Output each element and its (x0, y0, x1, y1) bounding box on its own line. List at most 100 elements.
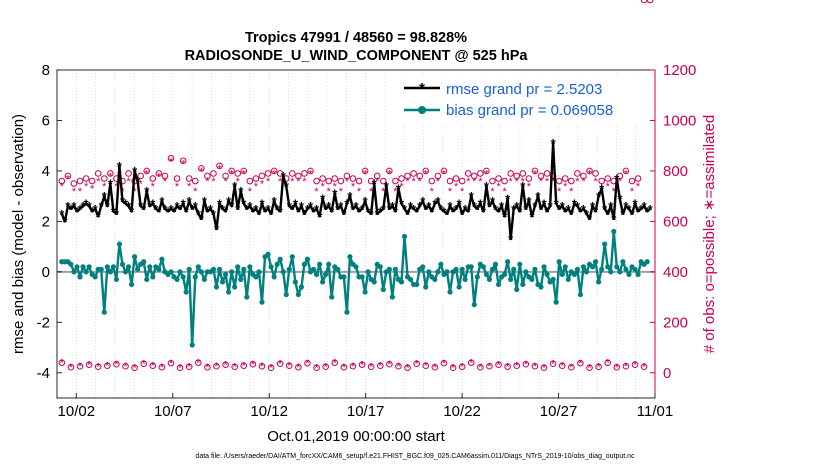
obs-possible-point (540, 364, 548, 372)
rmse-point: * (472, 199, 478, 214)
rmse-point: * (241, 197, 247, 212)
bias-point (147, 264, 153, 270)
obs-possible-point (531, 167, 539, 175)
bias-point (462, 276, 468, 283)
obs-assimilated-point: * (151, 361, 156, 373)
obs-assimilated-point: * (114, 359, 119, 371)
obs-assimilated-point: * (539, 176, 544, 188)
bias-point (544, 271, 550, 277)
bias-point (125, 264, 132, 270)
obs-possible-point (167, 359, 175, 367)
rmse-point: * (423, 202, 429, 217)
bias-point (599, 266, 605, 272)
obs-assimilated-point: * (345, 176, 350, 188)
obs-possible-point (586, 167, 593, 175)
obs-assimilated-point: * (436, 176, 441, 188)
bias-point (183, 289, 189, 295)
obs-possible-point (140, 360, 148, 367)
rmse-point: * (460, 207, 466, 222)
bias-point (226, 289, 232, 295)
obs-possible-point (467, 359, 475, 366)
bias-point (268, 264, 274, 270)
obs-possible-point (313, 364, 320, 372)
rmse-point: * (538, 202, 544, 217)
rmse-point: * (623, 199, 629, 214)
bias-point (219, 279, 226, 285)
obs-assimilated-point: * (399, 181, 404, 193)
obs-assimilated-point: * (612, 186, 617, 198)
rmse-point: * (156, 204, 162, 219)
rmse-point: * (369, 207, 375, 222)
obs-possible-point (428, 177, 436, 185)
obs-assimilated-point: * (60, 358, 65, 370)
rmse-point: * (569, 207, 575, 222)
bias-point (389, 294, 395, 300)
obs-possible-point (322, 363, 329, 371)
bias-point (444, 269, 450, 275)
rmse-point: * (350, 202, 356, 217)
obs-possible-point (531, 362, 539, 370)
bias-point (605, 264, 611, 270)
bias-point (577, 291, 584, 298)
obs-possible-point (561, 175, 569, 182)
rmse-point: * (396, 182, 402, 197)
obs-assimilated-point: * (278, 176, 283, 188)
bias-point (101, 309, 107, 315)
rmse-point: * (566, 202, 572, 217)
obs-possible-point (349, 362, 357, 370)
bias-point (180, 274, 186, 280)
rmse-point: * (150, 197, 156, 212)
rmse-point: * (620, 207, 626, 222)
obs-possible-point (464, 170, 472, 177)
rmse-point: * (232, 179, 238, 194)
bias-point (489, 266, 496, 272)
bias-point (559, 271, 565, 277)
obs-possible-point (558, 362, 566, 370)
obs-assimilated-point: * (251, 359, 256, 371)
rmse-point: * (545, 204, 551, 219)
obs-assimilated-point: * (105, 361, 110, 373)
obs-possible-point (85, 361, 93, 368)
obs-assimilated-point: * (496, 181, 501, 193)
obs-assimilated-point: * (357, 186, 362, 198)
bias-point (168, 269, 174, 275)
obs-possible-point (58, 359, 66, 366)
obs-assimilated-point: * (524, 359, 529, 371)
obs-possible-point (634, 175, 642, 182)
bias-point (365, 269, 371, 275)
obs-assimilated-point: * (578, 358, 583, 370)
obs-assimilated-point: * (521, 176, 526, 188)
rmse-point: * (511, 202, 517, 217)
obs-possible-point (104, 362, 111, 370)
rmse-point: * (502, 209, 508, 224)
bias-point (438, 261, 444, 267)
obs-assimilated-point: * (587, 168, 592, 180)
bias-point (323, 271, 329, 277)
bias-point (532, 266, 538, 272)
rmse-point: * (357, 204, 363, 219)
bias-point (283, 291, 289, 298)
obs-possible-point (161, 172, 169, 180)
bias-point (447, 289, 453, 295)
obs-assimilated-point: * (230, 168, 235, 180)
rmse-point: * (87, 199, 93, 214)
bias-point (156, 266, 162, 272)
obs-assimilated-point: * (84, 181, 89, 193)
y-left-tick-label: 2 (42, 213, 50, 230)
bias-point (235, 264, 241, 270)
obs-possible-point (628, 177, 636, 185)
obs-assimilated-point: * (542, 363, 547, 375)
bias-point (232, 284, 238, 290)
rmse-point: * (372, 177, 378, 192)
rmse-point: * (196, 207, 202, 222)
obs-possible-point (410, 170, 417, 177)
bias-point (596, 279, 602, 285)
rmse-point: * (375, 207, 381, 222)
rmse-line (60, 141, 651, 241)
rmse-point: * (129, 204, 135, 219)
obs-possible-point (386, 360, 393, 368)
obs-possible-point (94, 363, 102, 371)
rmse-point: * (405, 207, 411, 222)
obs-assimilated-point: * (296, 176, 301, 188)
bias-point (556, 259, 562, 265)
